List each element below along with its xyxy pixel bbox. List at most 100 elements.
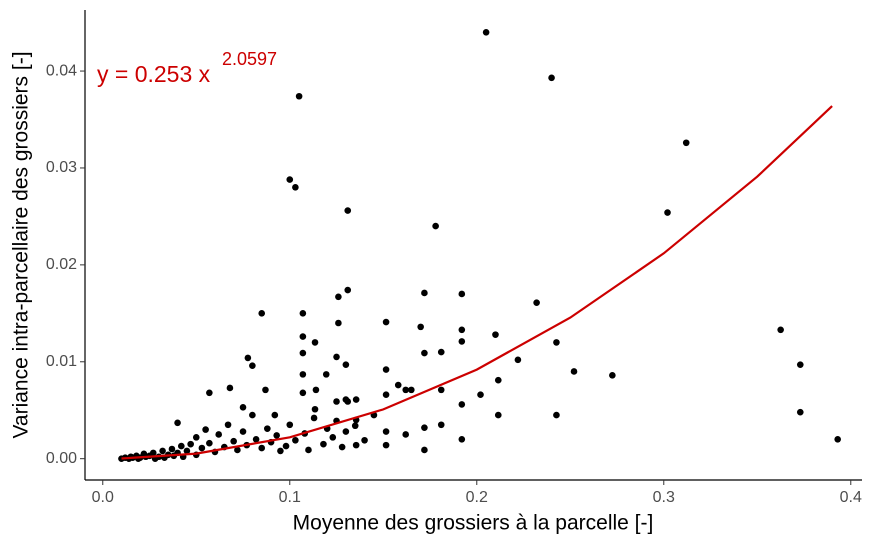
- point: [262, 386, 269, 394]
- point: [421, 424, 428, 431]
- point: [320, 440, 327, 448]
- y-tick-label: 0.02: [46, 256, 77, 273]
- point: [273, 432, 280, 439]
- point: [292, 184, 299, 191]
- point: [178, 442, 185, 450]
- point: [149, 449, 157, 457]
- point: [310, 414, 318, 422]
- point: [458, 290, 466, 298]
- point: [335, 293, 342, 301]
- point: [226, 384, 234, 392]
- y-tick-label: 0.01: [46, 353, 77, 370]
- point: [421, 446, 428, 454]
- point: [333, 353, 340, 361]
- point: [458, 401, 466, 408]
- point: [437, 386, 445, 394]
- point: [777, 326, 784, 334]
- point: [570, 368, 578, 375]
- point: [494, 376, 502, 384]
- point: [335, 319, 342, 327]
- point: [244, 354, 252, 362]
- point: [206, 389, 213, 397]
- y-axis-title: Variance intra-parcellaire des grossiers…: [10, 51, 33, 438]
- point: [352, 441, 360, 449]
- point: [239, 428, 247, 435]
- point: [533, 299, 540, 306]
- x-axis-title: Moyenne des grossiers à la parcelle [-]: [293, 512, 654, 535]
- point: [192, 434, 200, 441]
- point: [494, 411, 502, 419]
- point: [408, 386, 415, 394]
- point: [159, 447, 166, 455]
- point: [548, 74, 555, 82]
- point: [299, 333, 307, 340]
- point: [432, 222, 439, 230]
- point: [342, 428, 350, 435]
- point: [421, 349, 428, 357]
- point: [477, 391, 484, 399]
- point: [224, 421, 232, 429]
- x-tick-label: 0.4: [840, 489, 862, 506]
- point: [458, 326, 466, 334]
- y-tick-label: 0.04: [46, 62, 77, 79]
- point: [482, 28, 490, 36]
- y-tick-label: 0.03: [46, 159, 77, 176]
- point: [553, 411, 560, 419]
- point: [382, 366, 390, 373]
- point: [249, 411, 256, 419]
- point: [305, 446, 312, 454]
- point: [239, 404, 247, 411]
- point: [437, 421, 445, 429]
- x-tick-label: 0.2: [466, 489, 488, 506]
- point: [344, 398, 352, 405]
- point: [271, 411, 279, 419]
- point: [206, 439, 213, 447]
- point: [458, 435, 466, 443]
- point: [394, 381, 402, 389]
- point: [187, 440, 194, 448]
- point: [264, 425, 271, 432]
- point: [299, 389, 307, 397]
- point: [437, 348, 445, 356]
- point: [202, 426, 209, 433]
- point: [286, 421, 294, 429]
- point: [338, 443, 346, 451]
- point: [382, 428, 390, 435]
- point: [382, 441, 390, 449]
- point: [277, 447, 284, 455]
- point: [609, 372, 616, 379]
- point: [664, 209, 671, 216]
- point: [796, 361, 804, 368]
- point: [322, 371, 330, 378]
- point: [834, 435, 841, 443]
- point: [361, 436, 368, 444]
- point: [333, 398, 340, 405]
- point: [230, 437, 237, 445]
- point: [514, 356, 522, 364]
- point: [553, 339, 560, 346]
- point: [311, 405, 319, 413]
- point: [299, 310, 307, 317]
- point: [402, 431, 410, 438]
- point: [417, 323, 424, 331]
- fit-curve: [121, 105, 833, 460]
- x-tick-label: 0.0: [92, 489, 114, 506]
- point: [382, 318, 390, 326]
- point: [252, 435, 260, 443]
- point: [458, 338, 466, 345]
- x-tick-label: 0.3: [653, 489, 675, 506]
- point: [118, 455, 125, 462]
- point: [492, 331, 499, 338]
- point: [299, 371, 307, 378]
- point: [174, 419, 181, 427]
- point: [382, 391, 390, 399]
- point: [344, 286, 352, 294]
- point: [351, 422, 359, 430]
- point: [312, 386, 320, 394]
- point: [329, 434, 337, 441]
- point: [299, 349, 307, 357]
- x-tick-label: 0.1: [279, 489, 301, 506]
- annotation: y = 0.253 x: [97, 61, 211, 87]
